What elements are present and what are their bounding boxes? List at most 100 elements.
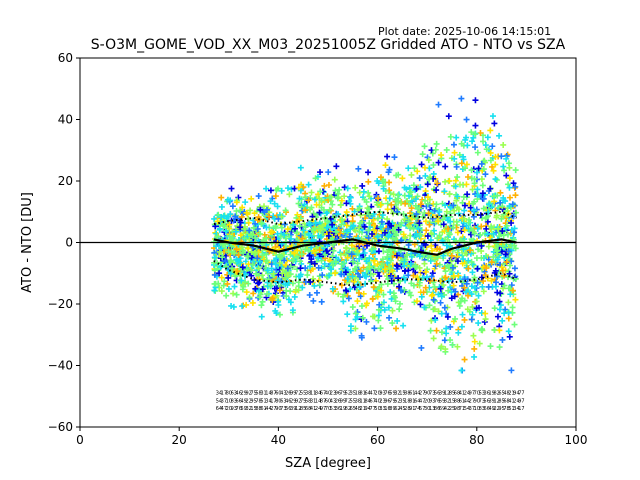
data-point (470, 262, 477, 269)
data-point (255, 265, 262, 272)
data-point (478, 254, 485, 261)
data-point (458, 140, 465, 147)
data-point (428, 242, 435, 249)
count-label: 54 (464, 406, 470, 412)
data-point (375, 317, 382, 324)
data-point (211, 287, 218, 294)
data-point (407, 188, 414, 195)
data-point (442, 202, 449, 209)
count-label: 27 (270, 406, 276, 412)
count-label: 35 (399, 398, 405, 404)
data-point (470, 213, 477, 220)
data-point (354, 260, 361, 267)
data-point (218, 194, 225, 201)
data-point (402, 277, 409, 284)
data-point (431, 298, 438, 305)
data-point (341, 193, 348, 200)
data-point (461, 284, 468, 291)
data-point (374, 177, 381, 184)
data-point (348, 242, 355, 249)
data-point (431, 306, 438, 313)
data-point (419, 213, 426, 220)
data-point (319, 272, 326, 279)
data-point (248, 195, 255, 202)
data-point (337, 251, 344, 258)
data-point (281, 232, 288, 239)
data-point (385, 220, 392, 227)
data-point (252, 235, 259, 242)
data-point (321, 260, 328, 267)
data-point (502, 306, 509, 313)
data-point (487, 149, 494, 156)
data-point (488, 259, 495, 266)
data-point (415, 225, 422, 232)
data-point (238, 277, 245, 284)
data-point (458, 95, 465, 102)
data-point (414, 168, 421, 175)
data-point (259, 298, 266, 305)
data-point (487, 185, 494, 192)
data-point (231, 283, 238, 290)
data-point (311, 260, 318, 267)
data-point (224, 196, 231, 203)
data-point (475, 320, 482, 327)
data-point (461, 238, 468, 245)
data-point (329, 201, 336, 208)
data-point (347, 285, 354, 292)
data-point (505, 309, 512, 316)
data-point (212, 229, 219, 236)
data-point (413, 185, 420, 192)
data-point (256, 258, 263, 265)
count-label: 20 (374, 391, 380, 397)
data-point (386, 265, 393, 272)
data-point (285, 279, 292, 286)
data-point (405, 222, 412, 229)
count-label: 29 (290, 398, 296, 404)
data-point (509, 201, 516, 208)
data-point (268, 240, 275, 247)
data-point (366, 206, 373, 213)
data-point (499, 336, 506, 343)
data-point (465, 257, 472, 264)
data-point (315, 264, 322, 271)
data-point (379, 256, 386, 263)
data-point (442, 163, 449, 170)
data-point (286, 191, 293, 198)
data-point (380, 291, 387, 298)
data-point (288, 235, 295, 242)
data-point (405, 165, 412, 172)
data-point (419, 151, 426, 158)
count-label: 53 (479, 391, 485, 397)
data-point (465, 265, 472, 272)
data-point (386, 179, 393, 186)
data-point (408, 205, 415, 212)
data-point (406, 289, 413, 296)
count-label: 85 (498, 398, 504, 404)
data-point (291, 293, 298, 300)
data-point (246, 227, 253, 234)
data-point (377, 174, 384, 181)
count-label: 32 (394, 391, 400, 397)
data-point (482, 215, 489, 222)
data-point (479, 326, 486, 333)
data-point (306, 263, 313, 270)
data-point (302, 223, 309, 230)
data-point (491, 120, 498, 127)
count-label: 61 (409, 391, 415, 397)
data-point (289, 257, 296, 264)
data-point (371, 265, 378, 272)
count-label: 81 (360, 391, 366, 397)
data-point (430, 335, 437, 342)
data-point (363, 300, 370, 307)
data-point (423, 274, 430, 281)
data-point (503, 155, 510, 162)
data-point (387, 251, 394, 258)
data-point (452, 177, 459, 184)
count-label: 26 (285, 391, 291, 397)
data-point (418, 293, 425, 300)
data-point (375, 195, 382, 202)
data-point (264, 290, 271, 297)
data-point (308, 259, 315, 266)
data-point (261, 203, 268, 210)
y-axis: −60 −40 −20 0 20 40 60 (48, 51, 80, 434)
